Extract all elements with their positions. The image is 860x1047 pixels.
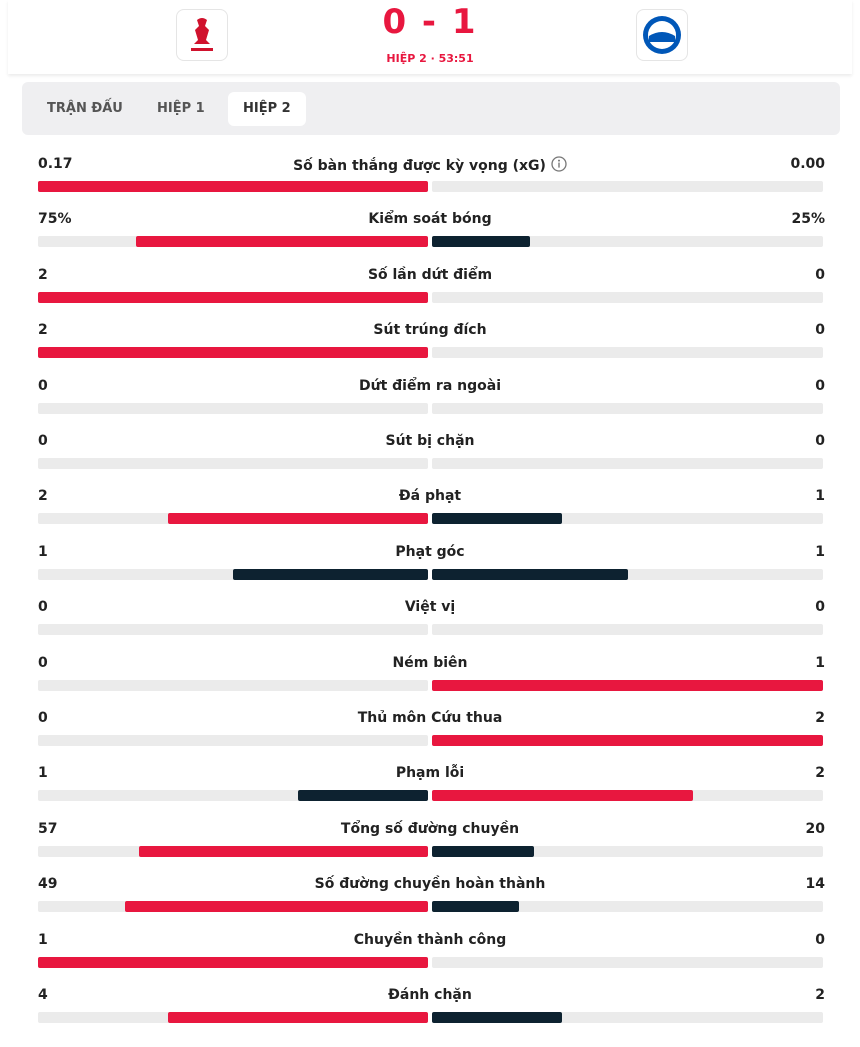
bar-track [432, 291, 823, 303]
info-icon[interactable] [551, 156, 567, 172]
home-value: 1 [38, 765, 48, 782]
stat-label: Thủ môn Cứu thua [357, 710, 503, 726]
score: 0 - 1 [382, 2, 478, 42]
bar-track [432, 568, 823, 580]
home-value: 0 [38, 377, 48, 394]
stat-label: Số bàn thắng được kỳ vọng (xG) [230, 156, 630, 174]
stat-label: Kiểm soát bóng [368, 211, 492, 228]
stat-label: Đánh chặn [388, 987, 472, 1003]
home-value: 0 [38, 433, 48, 449]
stat-label: Phạm lỗi [395, 765, 465, 782]
away-logo [636, 9, 688, 61]
stat-label: Tổng số đường chuyền [340, 820, 520, 837]
stat-label: Số đường chuyền hoàn thành [314, 876, 546, 893]
away-bar [432, 568, 628, 580]
stat-label: Đá phạt [398, 488, 462, 505]
home-bar [298, 790, 428, 802]
home-bar [139, 845, 428, 857]
bar-track [432, 458, 823, 469]
home-bar [168, 513, 428, 525]
away-value: 0 [815, 433, 825, 449]
bar-track [432, 236, 823, 248]
bar-track [38, 624, 428, 636]
home-value: 0.17 [38, 156, 73, 172]
home-logo [176, 9, 228, 61]
home-value: 2 [38, 266, 48, 283]
stat-label: Số lần dứt điểm [367, 266, 493, 283]
away-value: 2 [815, 987, 825, 1003]
away-bar [432, 790, 693, 802]
away-bar [432, 845, 534, 857]
bar-track [432, 1012, 823, 1023]
home-bar [233, 568, 428, 580]
away-bar [432, 236, 530, 248]
bar-track [38, 679, 428, 691]
away-value: 0 [815, 599, 825, 616]
away-value: 14 [805, 876, 825, 893]
home-value: 0 [38, 654, 48, 671]
away-value: 1 [815, 488, 825, 505]
tab[interactable]: HIỆP 1 [157, 101, 205, 116]
tab[interactable]: TRẬN ĐẤU [47, 101, 123, 116]
away-value: 0.00 [790, 156, 825, 172]
away-value: 2 [815, 765, 825, 782]
tab[interactable]: HIỆP 2 [228, 92, 306, 126]
home-value: 2 [38, 488, 48, 505]
away-bar [432, 1012, 563, 1023]
home-bar [38, 291, 428, 303]
home-value: 0 [38, 710, 48, 726]
home-value: 1 [38, 543, 48, 560]
stat-label: Dứt điểm ra ngoài [358, 377, 501, 394]
home-bar [168, 1012, 428, 1023]
bar-track [432, 181, 823, 192]
stat-label: Phạt góc [395, 543, 465, 560]
bar-track [432, 624, 823, 636]
away-value: 0 [815, 377, 825, 394]
away-value: 0 [815, 266, 825, 283]
home-value: 1 [38, 931, 48, 948]
bar-track [432, 956, 823, 968]
header [8, 0, 852, 74]
home-bar [38, 181, 428, 192]
bar-track [38, 735, 428, 746]
away-bar [432, 679, 823, 691]
away-value: 1 [815, 543, 825, 560]
home-value: 49 [38, 876, 58, 893]
bar-track [38, 458, 428, 469]
stat-label: Ném biên [392, 654, 468, 671]
tab-bar: TRẬN ĐẤU HIỆP 1 HIỆP 2 [22, 82, 840, 135]
home-value: 0 [38, 599, 48, 616]
away-value: 1 [815, 654, 825, 671]
home-bar [124, 901, 428, 913]
away-bar [432, 735, 823, 746]
away-value: 0 [815, 931, 825, 948]
home-bar [38, 347, 428, 359]
home-value: 4 [38, 987, 48, 1003]
period: HIỆP 2 · 53:51 [386, 52, 474, 65]
stat-label: Sút trúng đích [373, 322, 487, 339]
stat-label: Việt vị [404, 599, 456, 616]
bar-track [432, 901, 823, 913]
bar-track [38, 790, 428, 802]
stat-label: Sút bị chặn [385, 433, 475, 449]
home-value: 2 [38, 322, 48, 339]
bar-track [432, 513, 823, 525]
bar-track [432, 402, 823, 414]
home-value: 75% [38, 211, 72, 228]
bar-track [432, 845, 823, 857]
away-value: 2 [815, 710, 825, 726]
away-bar [432, 901, 519, 913]
bar-track [38, 402, 428, 414]
home-bar [135, 236, 428, 248]
home-bar [38, 956, 428, 968]
stat-label: Chuyền thành công [353, 931, 507, 948]
bar-track [432, 347, 823, 359]
away-value: 0 [815, 322, 825, 339]
home-value: 57 [38, 820, 58, 837]
away-value: 20 [805, 820, 825, 837]
away-value: 25% [791, 211, 825, 228]
away-bar [432, 513, 563, 525]
